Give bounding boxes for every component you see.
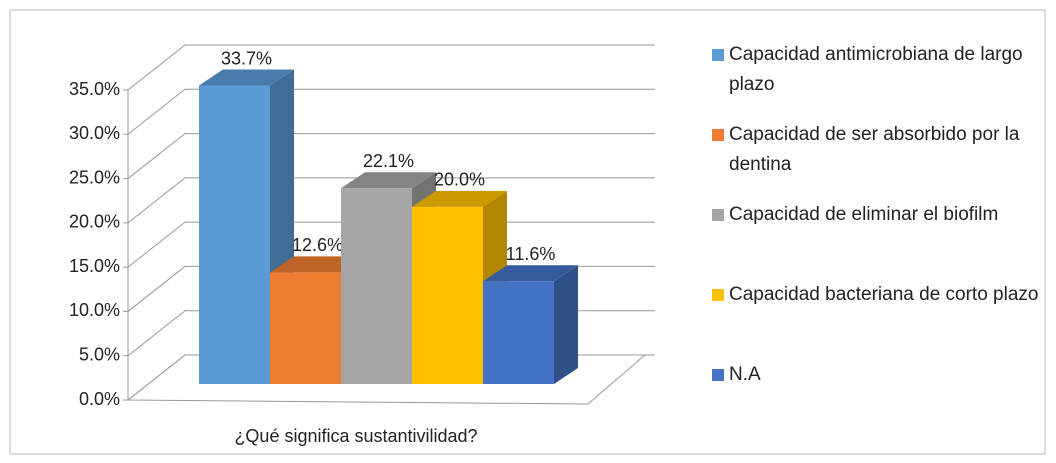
data-label: 12.6% — [292, 235, 343, 255]
bar — [199, 85, 270, 384]
bar — [483, 281, 554, 384]
y-tick-label: 15.0% — [69, 256, 120, 276]
legend-swatch — [712, 209, 724, 221]
x-category-label: ¿Qué significa sustantivilidad? — [234, 426, 477, 446]
legend-swatch — [712, 49, 724, 61]
legend-label: N.A — [729, 364, 761, 385]
legend-entry: Capacidad bacteriana de corto plazo — [712, 280, 1042, 360]
y-tick-label: 0.0% — [79, 389, 120, 409]
data-label: 11.6% — [506, 244, 556, 264]
y-tick-label: 10.0% — [69, 300, 120, 320]
bar-top — [412, 190, 507, 207]
legend-entry: Capacidad antimicrobiana de largo plazo — [712, 40, 1042, 120]
legend-label: Capacidad bacteriana de corto plazo — [729, 284, 1039, 305]
plot-area: 0.0% 5.0% 10.0% 15.0% 20.0% 25.0% 30.0% 35.0% 33… — [69, 44, 655, 409]
data-label: 33.7% — [221, 48, 272, 68]
bar — [412, 206, 483, 384]
bar-top — [341, 172, 436, 189]
grid-line — [127, 177, 655, 224]
bar — [341, 188, 412, 384]
y-tick-label: 20.0% — [69, 212, 120, 232]
y-tick-label: 35.0% — [69, 79, 120, 99]
legend-label: Capacidad antimicrobiana de largo plazo — [729, 44, 1023, 95]
data-label: 20.0% — [434, 170, 485, 190]
legend-entry: Capacidad de eliminar el biofilm — [712, 200, 1042, 280]
grid-line — [127, 133, 655, 179]
legend: Capacidad antimicrobiana de largo plazo C… — [712, 40, 1042, 440]
y-tick-label: 5.0% — [79, 344, 120, 364]
grid-line — [127, 44, 655, 91]
bar — [270, 272, 341, 384]
y-tick-label: 30.0% — [69, 123, 120, 143]
bar-side — [554, 265, 578, 384]
y-tick-label: 25.0% — [69, 167, 120, 187]
legend-entry: Capacidad de ser absorbido por la dentin… — [712, 120, 1042, 200]
legend-label: Capacidad de eliminar el biofilm — [729, 204, 999, 225]
data-label: 22.1% — [363, 151, 414, 171]
legend-label: Capacidad de ser absorbido por la dentin… — [729, 124, 1020, 175]
legend-swatch — [712, 369, 724, 381]
legend-entry: N.A — [712, 360, 1042, 440]
legend-swatch — [712, 129, 724, 141]
bar-top — [199, 69, 294, 86]
grid-line — [127, 88, 655, 135]
legend-swatch — [712, 289, 724, 301]
bar-top — [483, 265, 578, 282]
